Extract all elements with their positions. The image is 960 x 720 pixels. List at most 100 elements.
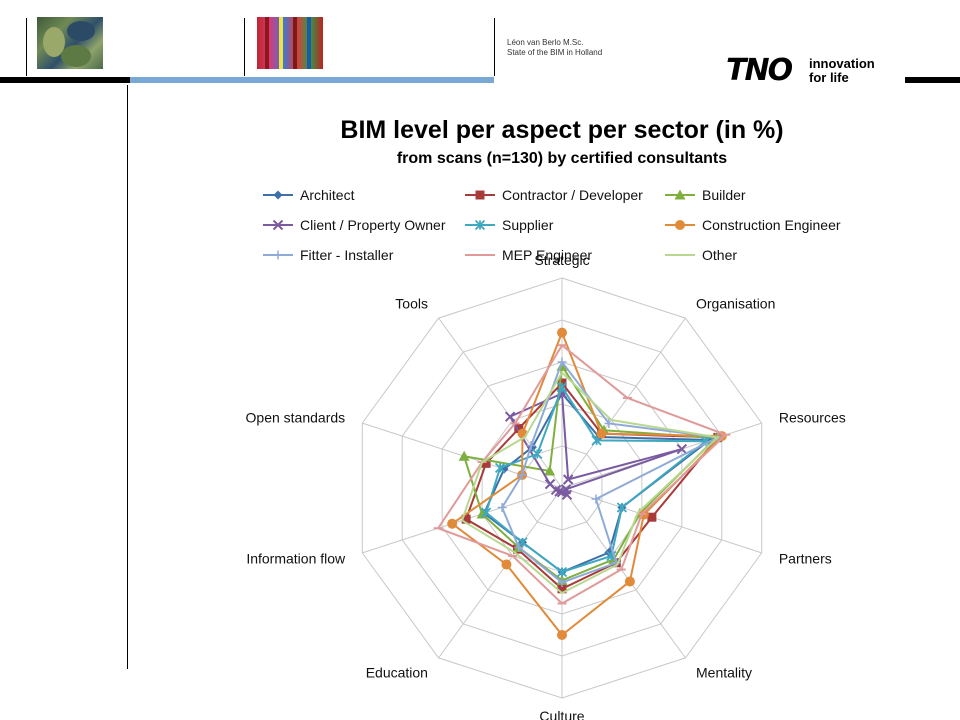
data-point bbox=[458, 450, 470, 461]
content-left-border bbox=[127, 85, 128, 669]
presenter-info: Léon van Berlo M.Sc. State of the BIM in… bbox=[507, 38, 602, 58]
divider-line-1 bbox=[26, 18, 27, 76]
legend-item: Client / Property Owner bbox=[263, 217, 446, 233]
data-point bbox=[480, 507, 492, 518]
legend-item: Architect bbox=[263, 187, 355, 203]
industrial-thumbnail-image bbox=[257, 17, 323, 69]
data-point bbox=[504, 411, 516, 422]
grid-spoke bbox=[561, 317, 686, 489]
data-point bbox=[616, 502, 628, 513]
data-point bbox=[561, 489, 573, 501]
category-label: Information flow bbox=[246, 550, 346, 566]
header-band-black-left bbox=[0, 77, 130, 83]
data-point bbox=[501, 559, 512, 570]
grid-spoke bbox=[438, 317, 563, 489]
data-point bbox=[676, 443, 688, 455]
data-point bbox=[557, 578, 567, 587]
data-point bbox=[596, 428, 607, 439]
chart-legend: Architect Contractor / Developer Builder Cl… bbox=[263, 187, 841, 263]
legend-label: Architect bbox=[300, 187, 355, 203]
data-point bbox=[562, 474, 574, 485]
data-point bbox=[647, 512, 657, 522]
data-point bbox=[461, 514, 471, 524]
legend-item: Supplier bbox=[465, 217, 554, 233]
category-label: Organisation bbox=[696, 296, 775, 312]
data-point bbox=[675, 220, 685, 230]
series-line bbox=[460, 370, 720, 595]
chart-title: BIM level per aspect per sector (in %) bbox=[340, 116, 783, 144]
radar-chart: BIM level per aspect per sector (in %) f… bbox=[246, 116, 846, 720]
series-fitter-installer bbox=[497, 357, 723, 587]
data-point bbox=[556, 486, 568, 498]
data-point bbox=[674, 189, 686, 200]
data-point bbox=[557, 327, 567, 338]
legend-item: Construction Engineer bbox=[665, 217, 841, 233]
data-point bbox=[544, 465, 556, 476]
chart-subtitle: from scans (n=130) by certified consulta… bbox=[397, 150, 727, 167]
legend-item: Fitter - Installer bbox=[263, 247, 394, 263]
category-label: Education bbox=[366, 664, 428, 680]
data-point bbox=[556, 382, 568, 393]
divider-line-3 bbox=[494, 18, 495, 76]
legend-label: Contractor / Developer bbox=[502, 187, 643, 203]
series-construction-engineer bbox=[447, 327, 727, 640]
category-label: Open standards bbox=[246, 410, 346, 426]
header-band-blue bbox=[130, 77, 494, 83]
logo-tagline: innovation for life bbox=[809, 57, 875, 85]
data-point bbox=[557, 357, 567, 367]
legend-item: MEP Engineer bbox=[465, 247, 592, 263]
data-point bbox=[476, 508, 488, 519]
map-thumbnail-image bbox=[37, 17, 103, 69]
category-label: Mentality bbox=[696, 664, 752, 680]
category-labels: Strategic Organisation Resources Partners Me… bbox=[246, 252, 846, 720]
logo-tagline-line-2: for life bbox=[809, 70, 849, 85]
category-label: Culture bbox=[539, 708, 584, 720]
legend-label: Other bbox=[702, 247, 737, 263]
data-point bbox=[604, 418, 614, 428]
data-point bbox=[514, 424, 524, 434]
legend-label: MEP Engineer bbox=[502, 247, 592, 263]
series-client-property-owner bbox=[504, 388, 688, 501]
data-point bbox=[273, 250, 283, 260]
series-supplier bbox=[480, 382, 711, 578]
legend-label: Fitter - Installer bbox=[300, 247, 394, 263]
category-label: Partners bbox=[779, 550, 832, 566]
legend-label: Builder bbox=[702, 187, 746, 203]
grid-spoke bbox=[561, 487, 686, 659]
legend-item: Other bbox=[665, 247, 737, 263]
data-point bbox=[557, 630, 567, 640]
data-point bbox=[556, 566, 568, 578]
category-label: Strategic bbox=[534, 252, 589, 268]
data-point bbox=[447, 518, 458, 529]
data-point bbox=[514, 542, 524, 552]
data-point bbox=[497, 502, 507, 512]
data-point bbox=[475, 190, 485, 200]
radar-series bbox=[433, 327, 731, 640]
grid-spoke bbox=[438, 487, 563, 659]
category-label: Resources bbox=[779, 410, 846, 426]
data-point bbox=[272, 219, 284, 231]
logo-tagline-line-1: innovation bbox=[809, 56, 875, 71]
category-label: Tools bbox=[395, 296, 428, 312]
data-point bbox=[273, 190, 283, 200]
legend-item: Contractor / Developer bbox=[465, 187, 643, 203]
legend-label: Construction Engineer bbox=[702, 217, 841, 233]
data-point bbox=[481, 458, 491, 468]
data-point bbox=[532, 448, 543, 460]
data-point bbox=[624, 576, 635, 587]
data-point bbox=[544, 478, 556, 490]
data-point bbox=[557, 584, 567, 594]
header-band-white bbox=[494, 77, 720, 83]
data-point bbox=[526, 441, 536, 451]
series-mep-engineer bbox=[433, 343, 731, 605]
series-other bbox=[460, 370, 720, 595]
header-band-black-right bbox=[905, 77, 960, 83]
data-point bbox=[474, 219, 486, 231]
legend-label: Client / Property Owner bbox=[300, 217, 446, 233]
data-point bbox=[517, 470, 527, 480]
divider-line-2 bbox=[244, 18, 245, 76]
legend-label: Supplier bbox=[502, 217, 554, 233]
data-point bbox=[494, 462, 506, 474]
legend-item: Builder bbox=[665, 187, 746, 203]
tno-logo: TNO bbox=[726, 53, 793, 88]
